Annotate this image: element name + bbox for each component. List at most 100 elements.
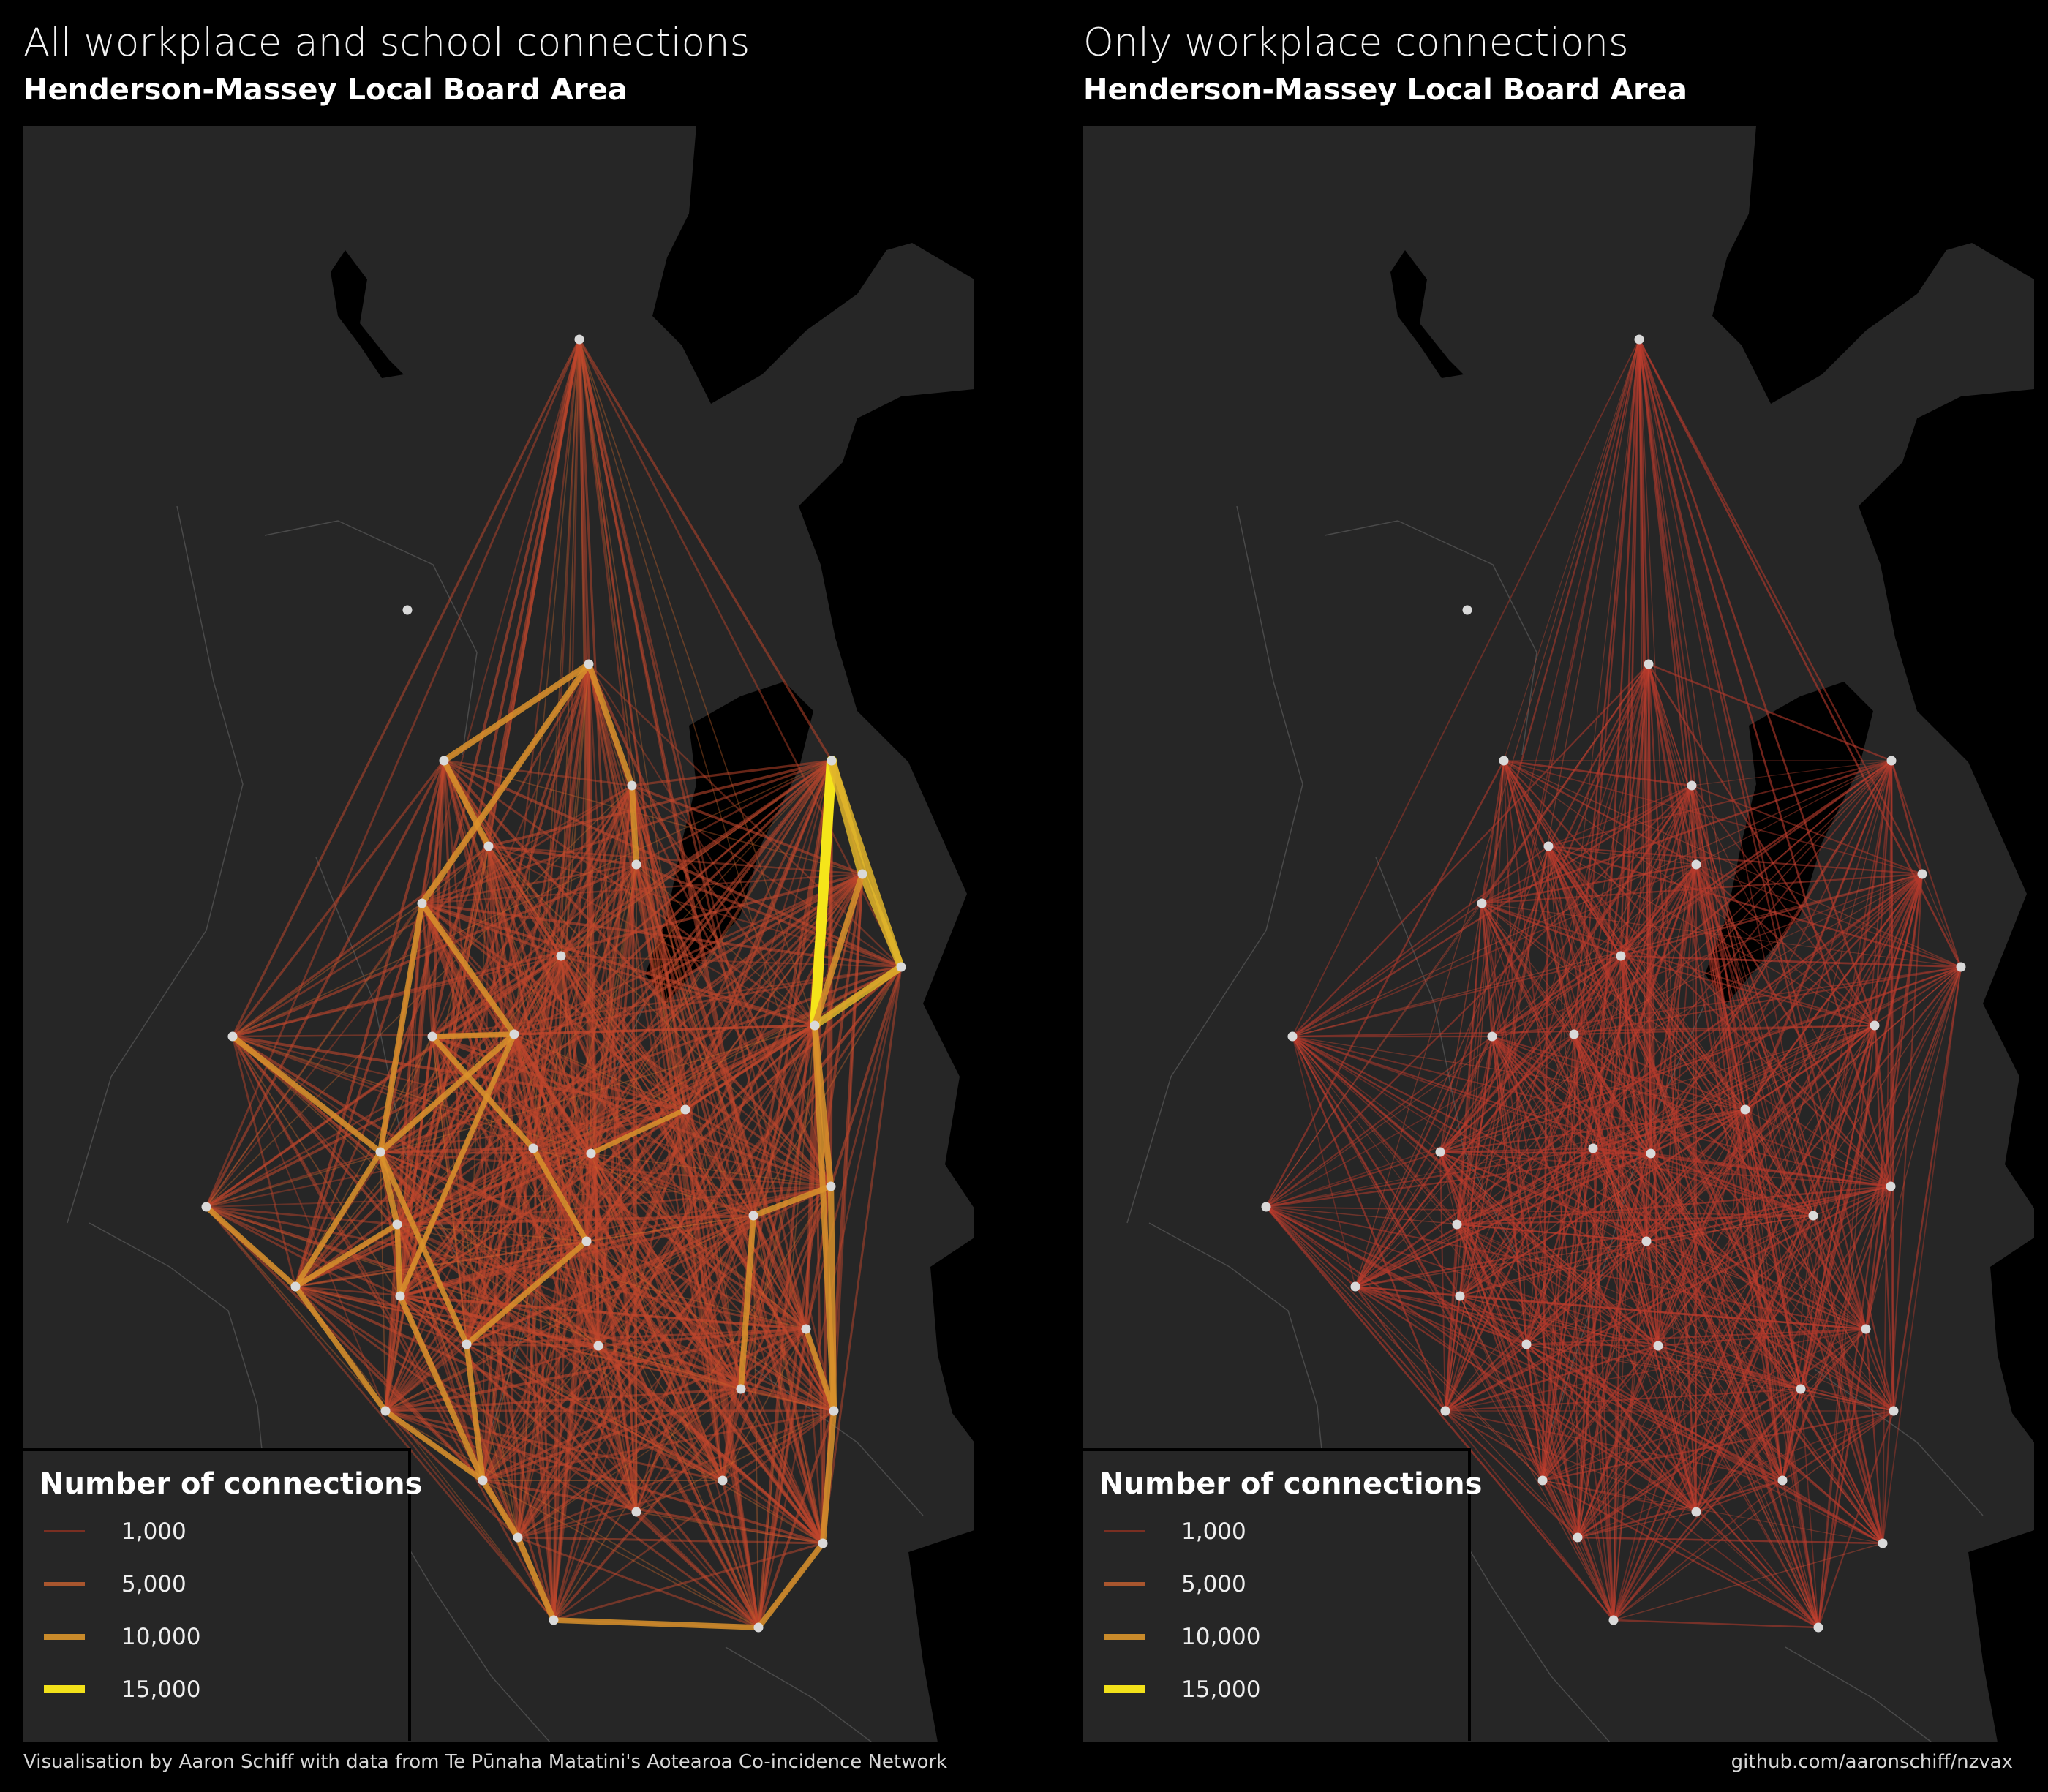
suburb-boundary <box>67 505 244 1224</box>
area-node <box>375 1147 385 1157</box>
area-node <box>439 756 449 766</box>
connection-link <box>294 903 423 1287</box>
connection-link <box>1744 1024 1875 1111</box>
area-node <box>584 659 594 669</box>
connection-link <box>552 1328 807 1622</box>
connection-link <box>1456 966 1962 1225</box>
connection-link <box>1577 1186 1891 1538</box>
connection-link <box>295 1152 592 1288</box>
connection-link <box>295 1036 433 1287</box>
connection-link <box>1695 760 1892 865</box>
area-node <box>1870 1020 1880 1031</box>
connection-link <box>517 1388 742 1538</box>
connection-link <box>1265 1206 1578 1538</box>
connection-link <box>635 864 687 1110</box>
connection-link <box>1577 1328 1867 1538</box>
connection-link <box>1744 1109 1802 1390</box>
connection-link-heavy <box>530 1145 590 1244</box>
area-node <box>680 1104 690 1115</box>
connection-link <box>513 1033 832 1188</box>
legend-label: 15,000 <box>121 1676 201 1703</box>
legend-item: 1,000 <box>1099 1517 1450 1546</box>
area-node <box>627 780 637 791</box>
connection-link <box>517 1536 759 1629</box>
connection-link <box>488 845 863 876</box>
connection-link <box>384 1224 399 1412</box>
connection-link <box>421 902 816 1027</box>
connection-link <box>513 955 562 1035</box>
connection-link <box>821 966 903 1544</box>
connection-link <box>740 1388 835 1412</box>
connection-link <box>516 873 864 1538</box>
connection-link <box>1548 846 1575 1035</box>
area-node <box>1350 1281 1360 1292</box>
connection-link <box>232 863 637 1038</box>
connection-link <box>466 1328 807 1346</box>
connection-link <box>1613 1215 1814 1621</box>
connection-link-heavy <box>293 1149 383 1290</box>
legend-item: 1,000 <box>39 1517 391 1546</box>
area-node <box>1487 1031 1497 1042</box>
connection-link <box>1573 1034 1819 1628</box>
connection-link <box>1503 760 1814 1216</box>
connection-link <box>1459 1034 1575 1297</box>
water-area <box>1859 389 2034 1208</box>
connection-link <box>722 1409 835 1482</box>
connection-link <box>482 966 902 1481</box>
map-panel-workplace: Only workplace connections Henderson-Mas… <box>1083 0 2034 1792</box>
connection-link <box>1292 663 1649 1037</box>
connection-link <box>560 955 832 1187</box>
connection-link <box>295 1185 832 1288</box>
connection-link <box>1817 1410 1895 1628</box>
connection-link-heavy <box>418 660 592 907</box>
connection-link <box>466 1343 599 1347</box>
source-link[interactable]: github.com/aaronschiff/nzvax <box>1731 1751 2013 1773</box>
connection-link <box>380 1151 832 1188</box>
connection-link <box>443 759 633 787</box>
connection-link <box>380 873 863 1153</box>
connection-link <box>1481 902 1875 1027</box>
connection-link <box>466 1343 723 1482</box>
legend-item: 5,000 <box>1099 1570 1450 1599</box>
connection-link <box>1592 1148 1819 1628</box>
suburb-boundary <box>388 1515 551 1742</box>
connection-link <box>1695 1328 1867 1513</box>
connection-link <box>1480 760 1505 904</box>
connection-link <box>552 1153 592 1621</box>
connection-link <box>232 760 832 1037</box>
connection-link <box>1491 339 1640 1037</box>
connection-link-heavy <box>515 1535 557 1623</box>
connection-link <box>1573 873 1923 1035</box>
area-node <box>201 1202 211 1212</box>
connection-link <box>1265 760 1892 1208</box>
connection-link <box>1292 1036 1891 1187</box>
connection-link <box>232 845 489 1038</box>
connection-link <box>1744 1109 1891 1187</box>
legend-title: Number of connections <box>1099 1467 1483 1501</box>
connection-link <box>721 1480 760 1628</box>
connection-link <box>1439 873 1923 1153</box>
connection-link <box>532 759 833 1150</box>
connection-link <box>1541 1153 1652 1481</box>
connection-link <box>1491 1036 1819 1628</box>
connection-link <box>636 1511 759 1628</box>
suburb-boundary <box>1324 520 1537 756</box>
connection-link <box>630 785 807 1330</box>
connection-link <box>1456 1152 1652 1226</box>
connection-link <box>1592 1148 1802 1390</box>
connection-link <box>206 1205 401 1298</box>
connection-link <box>631 759 832 787</box>
connection-link <box>1439 1151 1544 1481</box>
connection-link <box>399 663 590 1297</box>
area-node <box>427 1031 437 1042</box>
connection-link <box>421 760 445 904</box>
connection-link <box>1781 1186 1892 1481</box>
connection-link-heavy <box>464 1341 486 1483</box>
connection-link <box>685 1025 816 1110</box>
suburb-boundary <box>264 520 478 756</box>
connection-link <box>232 1036 592 1154</box>
connection-link <box>532 873 863 1150</box>
connection-link <box>757 1328 807 1628</box>
connection-link <box>1291 1036 1461 1297</box>
connection-link <box>421 902 562 957</box>
